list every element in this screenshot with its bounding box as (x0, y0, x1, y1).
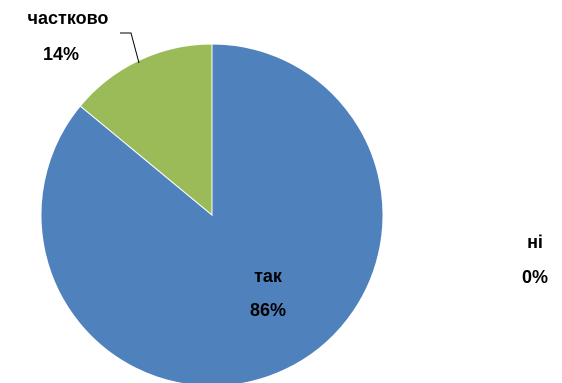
pie-slice-2 (79, 43, 213, 217)
pie-slice-0 (40, 43, 384, 383)
leader-line-chastkovo (120, 32, 140, 64)
data-label-tak-value: 86% (250, 300, 286, 320)
data-label-ni-value: 0% (522, 267, 548, 287)
data-label-ni-category: ні (527, 232, 543, 252)
leader-lines (120, 32, 140, 64)
data-label-tak-category: так (254, 266, 283, 286)
data-label-chastkovo-value: 14% (43, 44, 79, 64)
data-label-chastkovo-category: частково (28, 8, 109, 28)
pie-slices (40, 43, 384, 383)
